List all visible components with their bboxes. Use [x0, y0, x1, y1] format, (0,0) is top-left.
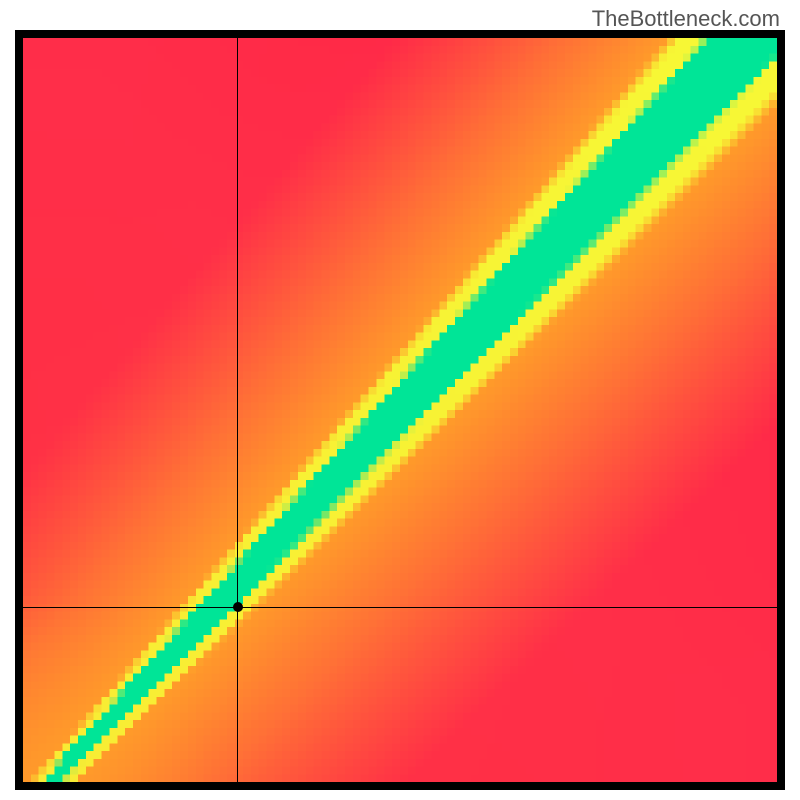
chart-container: TheBottleneck.com [0, 0, 800, 800]
plot-area [23, 38, 777, 782]
bottleneck-heatmap [23, 38, 777, 782]
watermark-text: TheBottleneck.com [592, 6, 780, 32]
crosshair-vertical [237, 38, 238, 782]
chart-frame [15, 30, 785, 790]
crosshair-horizontal [23, 607, 777, 608]
crosshair-marker [233, 602, 243, 612]
